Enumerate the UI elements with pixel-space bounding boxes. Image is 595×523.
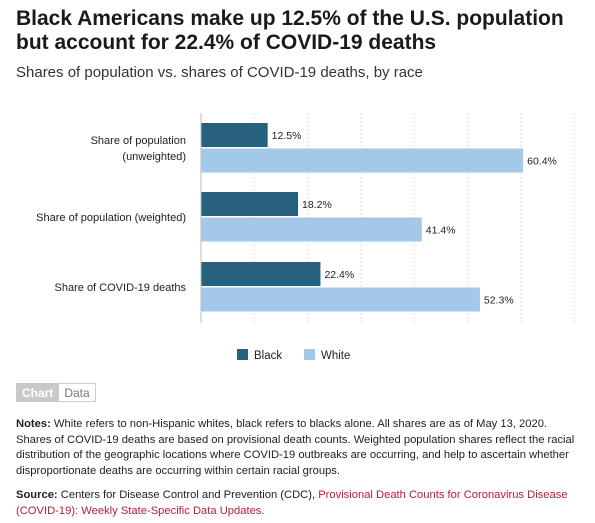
chart-title: Black Americans make up 12.5% of the U.S… <box>16 7 564 54</box>
notes: Notes: White refers to non-Hispanic whit… <box>16 417 582 479</box>
data-label-white: 60.4% <box>527 156 557 168</box>
bar-black <box>201 262 321 286</box>
bar-white <box>201 287 480 312</box>
bar-black <box>201 192 299 216</box>
bar-white <box>201 148 524 173</box>
source-end: . <box>261 504 265 517</box>
legend-label-black: Black <box>254 350 282 362</box>
category-label: Share of COVID-19 deaths <box>55 282 187 294</box>
source-text: Centers for Disease Control and Preventi… <box>57 489 319 501</box>
legend-label-white: White <box>321 350 350 362</box>
data-tab[interactable]: Data <box>59 383 96 402</box>
data-label-black: 18.2% <box>302 199 332 211</box>
source-label: Source: <box>16 489 58 501</box>
notes-text: White refers to non-Hispanic whites, bla… <box>16 418 575 477</box>
chart-tab[interactable]: Chart <box>16 383 60 402</box>
view-toggle: Chart Data <box>16 383 96 402</box>
bar-white <box>201 217 422 242</box>
category-label: Share of population (weighted) <box>36 212 186 224</box>
category-label: (unweighted) <box>122 151 186 163</box>
data-label-black: 12.5% <box>272 130 302 142</box>
data-label-black: 22.4% <box>324 269 354 281</box>
category-label: Share of population <box>91 135 186 147</box>
bar-black <box>201 123 268 147</box>
legend-swatch-black <box>237 349 248 360</box>
chart-subtitle: Shares of population vs. shares of COVID… <box>16 64 423 81</box>
source-link[interactable]: Provisional Death Counts for Coronavirus… <box>16 489 568 517</box>
legend-swatch-white <box>304 349 315 360</box>
notes-label: Notes: <box>16 418 51 430</box>
bar-chart: 12.5% 60.4% Share of population (unweighted… <box>36 113 575 362</box>
data-label-white: 41.4% <box>426 225 456 237</box>
source: Source: Centers for Disease Control and … <box>16 488 582 519</box>
data-label-white: 52.3% <box>484 295 514 307</box>
